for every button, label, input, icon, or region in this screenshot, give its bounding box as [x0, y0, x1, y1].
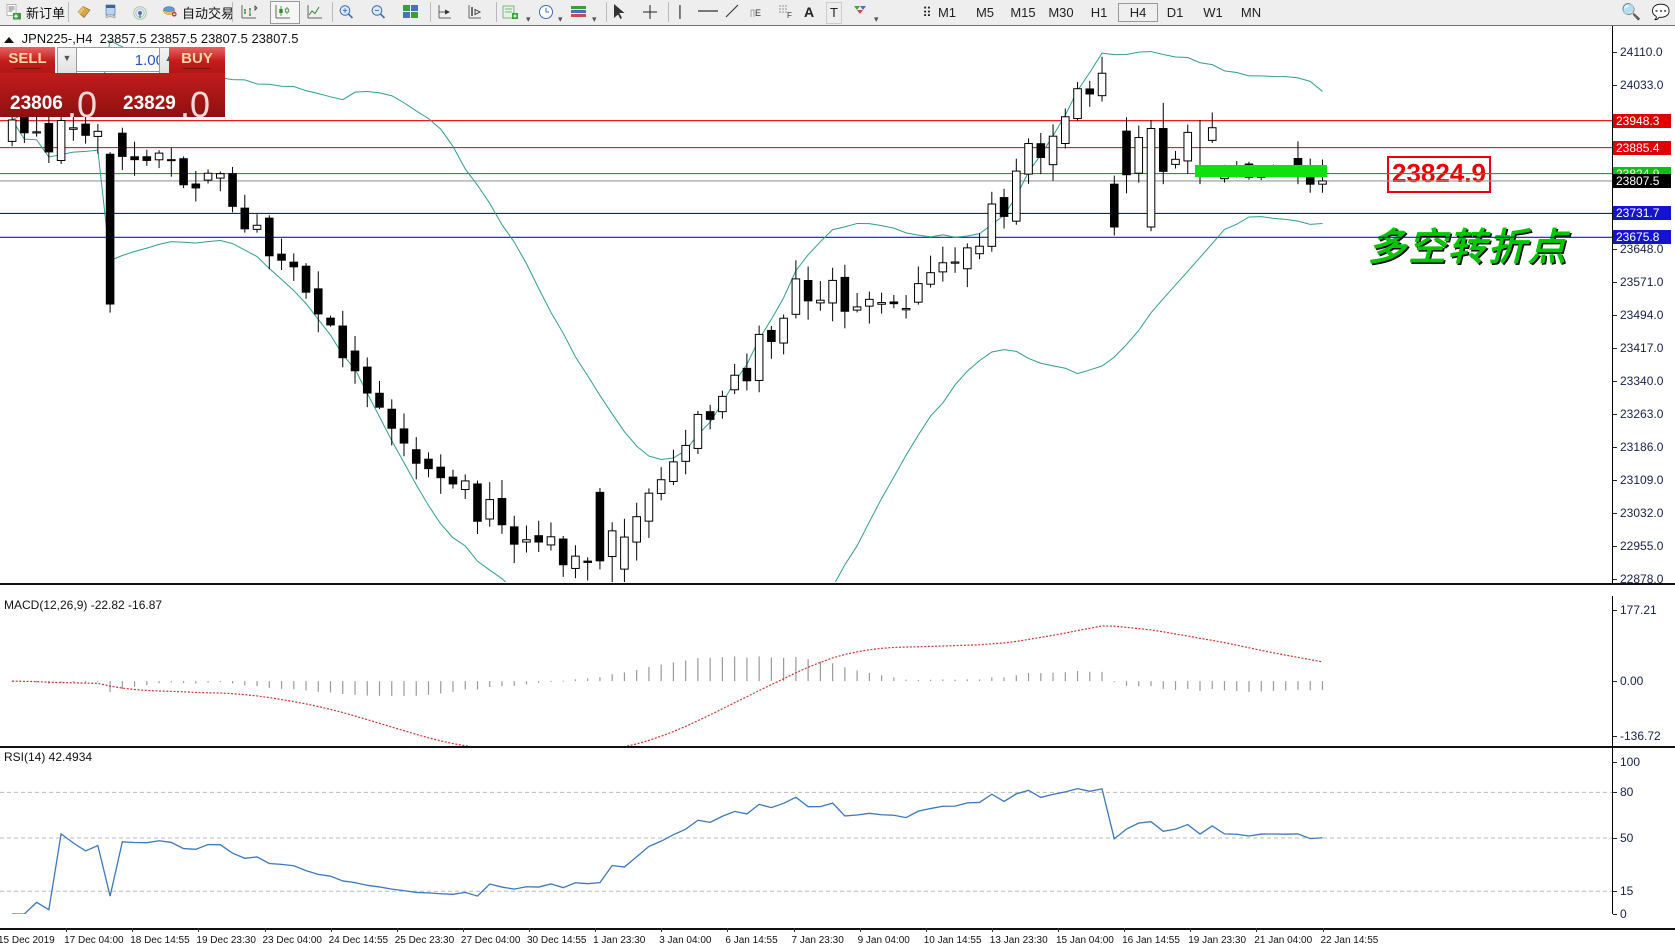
svg-text:F: F — [787, 11, 792, 20]
svg-text:E: E — [755, 8, 761, 18]
